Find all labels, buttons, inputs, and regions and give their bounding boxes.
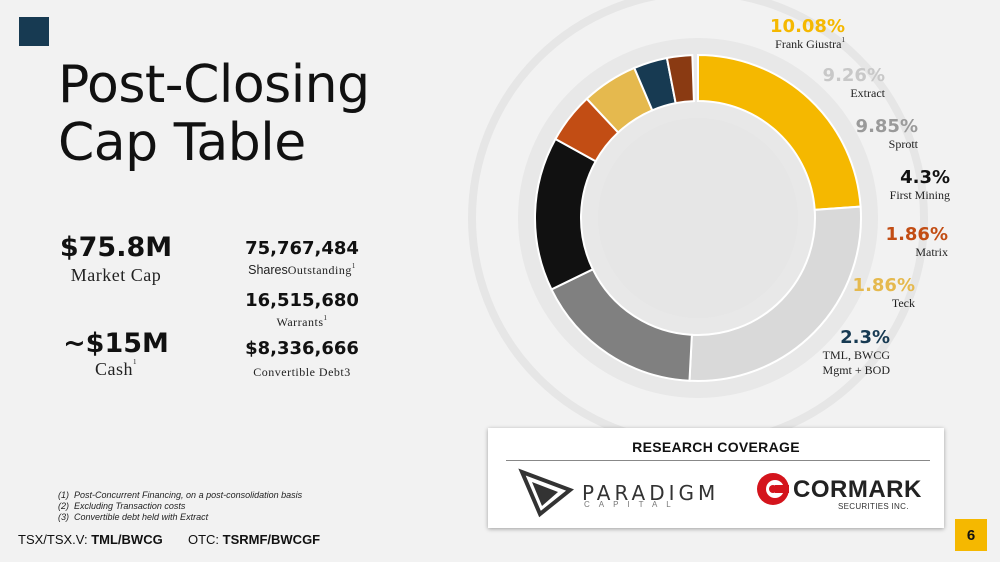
shares-block: 75,767,484 SharesOutstanding1 [232,238,372,278]
shares-label-wrap: SharesOutstanding1 [232,262,372,278]
slice-name: Teck [891,296,915,310]
donut-slices [534,53,862,382]
donut-slice-other [665,54,695,105]
warrants-sup: 1 [323,314,328,322]
slice-name: First Mining [889,188,950,202]
cormark-logo-icon [757,473,789,505]
slice-percent: 9.26% [822,65,885,86]
slice-name: Sprott [888,137,918,151]
market-cap-block: $75.8M Market Cap [52,232,180,286]
shares-label-b: Outstanding [287,263,352,277]
tsx-label: TSX/TSX.V: [18,532,88,547]
tsx-value: TML/BWCG [91,532,163,547]
slice-percent: 1.86% [852,275,915,296]
slice-label-extract: 9.26% Extract [823,65,885,101]
slice-percent: 4.3% [900,167,950,188]
footnote-1: (1) Post-Concurrent Financing, on a post-… [58,490,303,500]
page-number-badge: 6 [955,519,987,551]
warrants-label-wrap: Warrants1 [232,314,372,330]
slice-percent: 2.3% [840,327,890,348]
debt-block: $8,336,666 Convertible Debt3 [232,338,372,380]
shares-sup: 1 [351,262,356,270]
slice-name: Matrix [915,245,948,259]
debt-value: $8,336,666 [245,338,359,359]
slice-name: TML, BWCG Mgmt + BOD [822,348,890,377]
research-title: RESEARCH COVERAGE [632,439,800,455]
cash-block: ~$15M Cash1 [52,328,180,380]
shares-value: 75,767,484 [245,238,359,259]
slice-name: Extract [850,86,885,100]
slice-name: Frank Giustra1 [775,36,845,51]
cash-label: Cash [95,359,133,379]
paradigm-sub: CAPITAL [584,500,680,509]
cash-sup: 1 [133,358,137,366]
slice-label-frank-giustra: 10.08% Frank Giustra1 [770,16,845,52]
market-cap-label: Market Cap [70,265,162,285]
footnotes: (1) Post-Concurrent Financing, on a post-… [58,490,302,523]
paradigm-name: PARADIGM [582,481,720,505]
slice-label-first-mining: 4.3% First Mining [890,167,950,203]
shares-label-a: Shares [248,263,288,277]
title-line-1: Post-Closing [58,55,370,115]
cormark-sub: SECURITIES INC. [838,502,909,511]
debt-label: Convertible Debt3 [253,365,351,379]
otc-value: TSRMF/BWCGF [222,532,321,547]
research-coverage-panel: RESEARCH COVERAGE PARADIGM CAPITAL CORMA… [488,428,944,528]
cash-value: ~$15M [63,328,169,359]
slice-percent: 9.85% [855,116,918,137]
brand-square [19,17,49,46]
slice-label-sprott: 9.85% Sprott [856,116,918,152]
slice-label-matrix: 1.86% Matrix [886,224,948,260]
cormark-name: CORMARK [793,476,922,503]
ticker-line: TSX/TSX.V: TML/BWCG OTC: TSRMF/BWCGF [18,532,320,547]
otc-label: OTC: [187,532,220,547]
slice-label-tml-bwcg-mgmt-bod: 2.3% TML, BWCG Mgmt + BOD [823,327,890,378]
donut-hole [598,118,798,318]
title-line-2: Cap Table [58,113,306,173]
page-title: Post-Closing Cap Table [58,56,370,172]
market-cap-value: $75.8M [59,232,173,263]
footnote-3: (3) Convertible debt held with Extract [58,512,209,522]
research-divider [506,460,930,461]
warrants-block: 16,515,680 Warrants1 [232,290,372,330]
footnote-2: (2) Excluding Transaction costs [58,501,186,511]
slice-percent: 1.86% [885,224,948,245]
paradigm-logo-icon [518,468,574,518]
warrants-label: Warrants [276,315,324,329]
cash-label-wrap: Cash1 [52,358,180,380]
slice-percent: 10.08% [770,16,845,37]
warrants-value: 16,515,680 [245,290,359,311]
slice-label-teck: 1.86% Teck [853,275,915,311]
